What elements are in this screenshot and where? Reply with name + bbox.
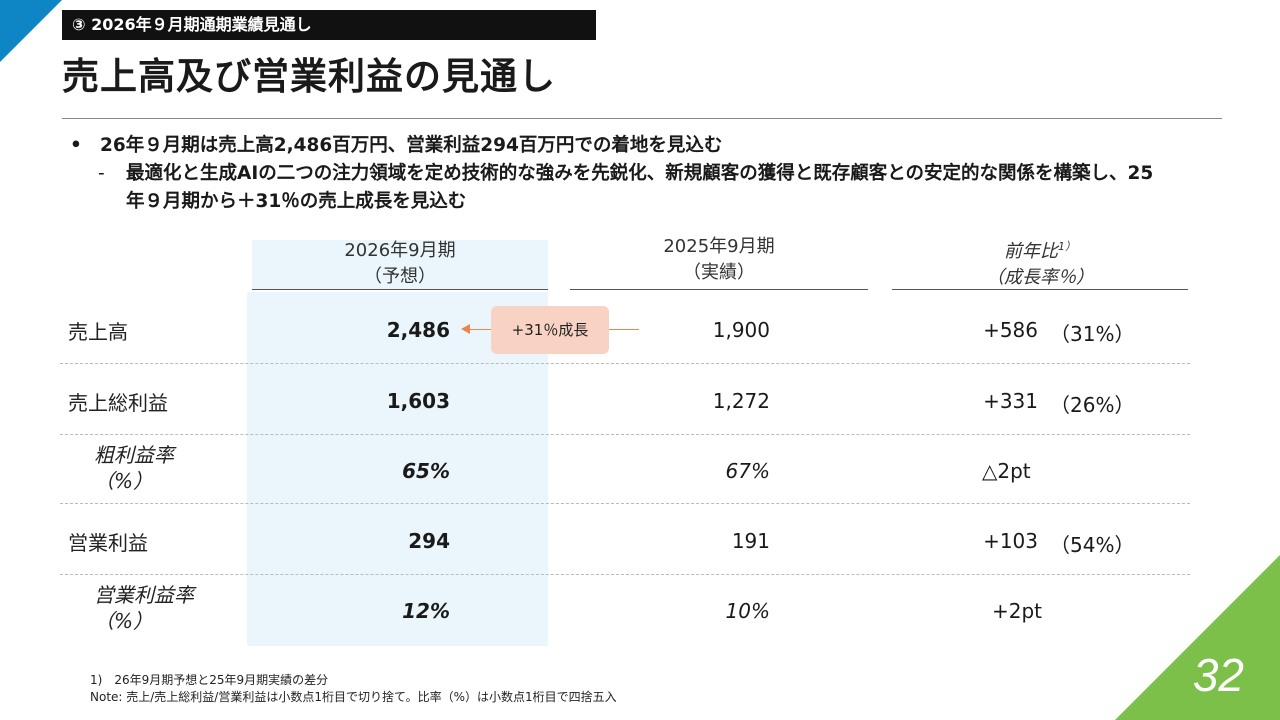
row-divider — [60, 503, 1190, 504]
bullet-list: • 26年９月期は売上高2,486百万円、営業利益294百万円での着地を見込む … — [70, 132, 1166, 216]
rate-sales: （31%） — [1050, 322, 1135, 346]
diff-operating-profit: +103 — [983, 529, 1038, 553]
forecast-header-background — [252, 240, 548, 290]
actual-gross-margin: 67% — [725, 459, 770, 483]
forecast-operating-margin: 12% — [402, 599, 450, 623]
arrow-left-icon — [461, 324, 470, 334]
corner-decoration-green — [1115, 555, 1280, 720]
footnote-1: 1) 26年9月期予想と25年9月期実績の差分 — [90, 673, 329, 687]
growth-callout: +31％成長 — [491, 306, 609, 354]
row-label-operating-margin-line1: 営業利益率 — [94, 583, 194, 607]
row-label-operating-margin-line2: （%） — [94, 609, 154, 633]
row-label-gross-profit: 売上総利益 — [68, 391, 168, 415]
rate-operating-profit: （54%） — [1050, 533, 1135, 557]
actual-operating-profit: 191 — [731, 529, 770, 553]
row-label-gross-margin: 粗利益率 （%） — [94, 442, 174, 494]
diff-gross-profit: +331 — [983, 389, 1038, 413]
forecast-gross-profit: 1,603 — [386, 389, 450, 413]
column-header-yoy-line2: （成長率％） — [986, 267, 1094, 288]
page-number: 32 — [1192, 649, 1244, 701]
forecast-sales: 2,486 — [386, 318, 450, 342]
row-divider — [60, 434, 1190, 435]
column-header-actual-line1: 2025年9月期 — [663, 236, 775, 257]
header-rule-yoy — [892, 289, 1188, 290]
row-label-operating-profit: 営業利益 — [68, 531, 148, 555]
diff-operating-margin: +2pt — [992, 599, 1043, 623]
forecast-operating-profit: 294 — [408, 529, 450, 553]
row-divider — [60, 574, 1190, 575]
bullet-main-text: 26年９月期は売上高2,486百万円、営業利益294百万円での着地を見込む — [100, 135, 723, 156]
row-divider — [60, 363, 1190, 364]
yoy-label: 前年比 — [1004, 241, 1058, 262]
row-label-gross-margin-line2: （%） — [94, 469, 154, 493]
bullet-dot-icon: • — [70, 135, 82, 156]
column-header-forecast: 2026年9月期 （予想） — [252, 238, 548, 290]
column-header-yoy: 前年比1） （成長率％） — [892, 234, 1188, 291]
page-title: 売上高及び営業利益の見通し — [62, 55, 556, 98]
diff-sales: +586 — [983, 318, 1038, 342]
title-divider — [62, 118, 1222, 119]
column-header-actual: 2025年9月期 （実績） — [570, 234, 868, 286]
row-label-sales: 売上高 — [68, 320, 128, 344]
column-header-forecast-line2: （予想） — [364, 266, 436, 287]
bullet-item: • 26年９月期は売上高2,486百万円、営業利益294百万円での着地を見込む — [70, 132, 1166, 160]
row-label-gross-margin-line1: 粗利益率 — [94, 443, 174, 467]
footnotes: 1) 26年9月期予想と25年9月期実績の差分 Note: 売上/売上総利益/営… — [90, 672, 617, 706]
footnote-note: Note: 売上/売上総利益/営業利益は小数点1桁目で切り捨て。比率（%）は小数… — [90, 690, 617, 704]
yoy-footnote-mark: 1） — [1058, 240, 1076, 253]
column-header-forecast-line1: 2026年9月期 — [344, 240, 456, 261]
diff-gross-margin: △2pt — [982, 459, 1031, 483]
section-label: ③ 2026年９月期通期業績見通し — [62, 10, 596, 40]
growth-arrow-line-right — [609, 329, 639, 330]
dash-icon: - — [98, 163, 105, 184]
row-label-operating-margin: 営業利益率 （%） — [94, 582, 194, 634]
forecast-gross-margin: 65% — [402, 459, 450, 483]
actual-gross-profit: 1,272 — [712, 389, 770, 413]
actual-operating-margin: 10% — [725, 599, 770, 623]
column-header-yoy-line1: 前年比1） — [892, 234, 1188, 265]
rate-gross-profit: （26%） — [1050, 393, 1135, 417]
growth-arrow-line-left — [468, 329, 491, 330]
sub-bullet-item: - 最適化と生成AIの二つの注力領域を定め技術的な強みを先鋭化、新規顧客の獲得と… — [70, 160, 1166, 216]
header-rule-actual — [570, 289, 868, 290]
column-header-actual-line2: （実績） — [683, 262, 755, 283]
actual-sales: 1,900 — [712, 318, 770, 342]
header-rule-forecast — [252, 289, 548, 290]
corner-decoration-blue — [0, 0, 62, 62]
sub-bullet-text: 最適化と生成AIの二つの注力領域を定め技術的な強みを先鋭化、新規顧客の獲得と既存… — [126, 163, 1154, 212]
